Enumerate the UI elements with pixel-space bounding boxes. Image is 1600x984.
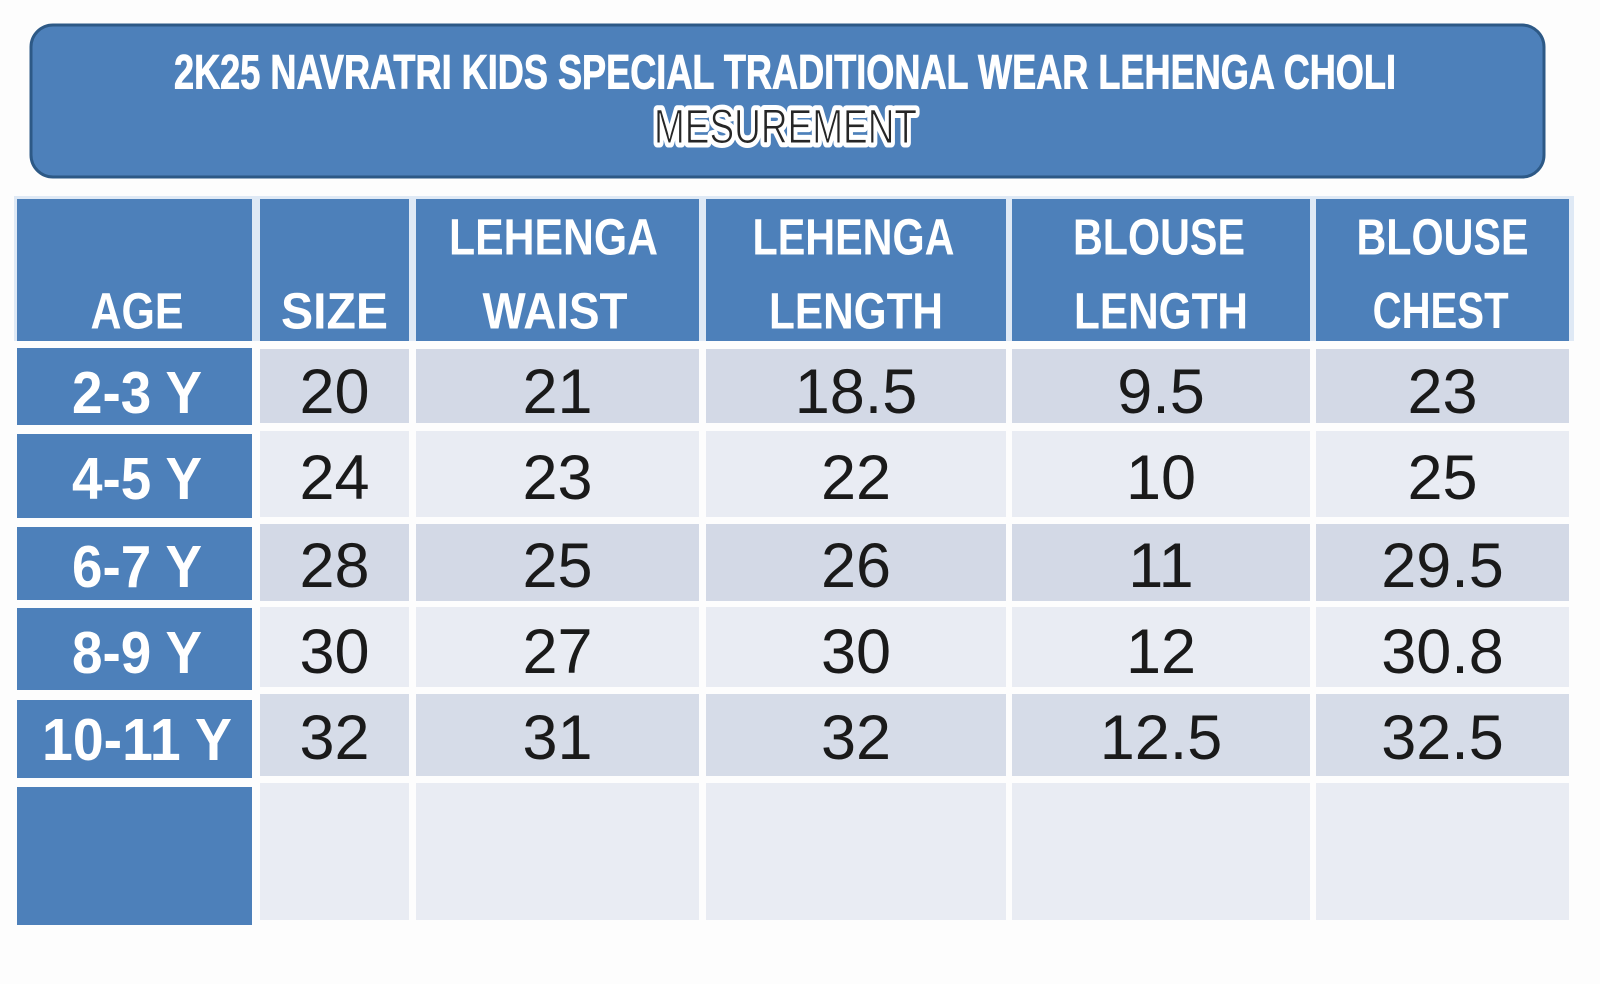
- svg-text:26: 26: [821, 531, 891, 601]
- svg-text:32: 32: [299, 703, 369, 773]
- svg-text:LENGTH: LENGTH: [769, 283, 943, 340]
- svg-text:30: 30: [821, 617, 891, 687]
- svg-text:20: 20: [299, 357, 369, 427]
- svg-text:12.5: 12.5: [1100, 703, 1223, 773]
- svg-text:25: 25: [1407, 443, 1477, 513]
- svg-text:30.8: 30.8: [1381, 617, 1504, 687]
- svg-text:6-7 Y: 6-7 Y: [72, 534, 202, 600]
- svg-text:24: 24: [299, 443, 369, 513]
- svg-text:28: 28: [299, 531, 369, 601]
- svg-text:29.5: 29.5: [1381, 531, 1504, 601]
- svg-text:32: 32: [821, 703, 891, 773]
- svg-text:27: 27: [522, 617, 592, 687]
- svg-text:AGE: AGE: [91, 283, 184, 340]
- svg-text:2K25 NAVRATRI KIDS SPECIAL TRA: 2K25 NAVRATRI KIDS SPECIAL TRADITIONAL W…: [174, 46, 1396, 100]
- svg-text:10: 10: [1126, 443, 1196, 513]
- svg-text:9.5: 9.5: [1117, 357, 1205, 427]
- svg-text:MESUREMENT: MESUREMENT: [654, 101, 917, 154]
- svg-text:MESUREMENT: MESUREMENT: [654, 101, 917, 154]
- svg-text:10-11 Y: 10-11 Y: [42, 707, 232, 773]
- svg-text:12: 12: [1126, 617, 1196, 687]
- svg-text:23: 23: [522, 443, 592, 513]
- svg-text:2-3 Y: 2-3 Y: [72, 360, 202, 426]
- svg-text:30: 30: [299, 617, 369, 687]
- svg-text:8-9 Y: 8-9 Y: [72, 620, 202, 686]
- svg-text:CHEST: CHEST: [1373, 282, 1509, 339]
- svg-text:LEHENGA: LEHENGA: [449, 209, 658, 266]
- svg-text:23: 23: [1407, 357, 1477, 427]
- svg-text:11: 11: [1128, 531, 1193, 601]
- svg-text:22: 22: [821, 443, 891, 513]
- svg-text:31: 31: [522, 703, 592, 773]
- svg-text:BLOUSE: BLOUSE: [1357, 209, 1529, 266]
- svg-text:WAIST: WAIST: [483, 283, 628, 340]
- svg-text:BLOUSE: BLOUSE: [1073, 209, 1245, 266]
- svg-text:18.5: 18.5: [795, 357, 918, 427]
- svg-text:LENGTH: LENGTH: [1074, 283, 1248, 340]
- svg-text:LEHENGA: LEHENGA: [753, 209, 955, 266]
- svg-text:32.5: 32.5: [1381, 703, 1504, 773]
- svg-text:21: 21: [522, 357, 592, 427]
- svg-text:25: 25: [522, 531, 592, 601]
- svg-text:SIZE: SIZE: [281, 283, 388, 340]
- svg-text:4-5 Y: 4-5 Y: [72, 446, 202, 512]
